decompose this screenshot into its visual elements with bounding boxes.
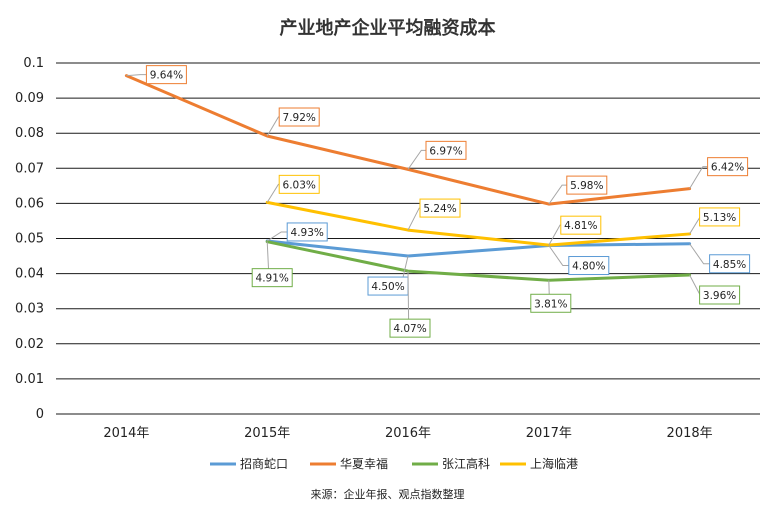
data-label: 6.97% bbox=[407, 140, 467, 170]
legend-item: 招商蛇口 bbox=[210, 456, 288, 471]
data-labels: 4.93% 4.50% 4.80% 4.85% 9.64% 7.92% 6.97% 5.98%… bbox=[126, 65, 751, 338]
leader-line bbox=[548, 184, 567, 205]
data-label: 7.92% bbox=[266, 107, 320, 137]
data-label-box bbox=[566, 175, 608, 195]
data-label: 4.07% bbox=[389, 271, 431, 338]
x-axis: 2014年 2015年 2016年 2017年 2018年 bbox=[103, 426, 712, 441]
y-tick-label: 0.06 bbox=[15, 196, 44, 211]
data-label-text: 5.13% bbox=[703, 212, 736, 224]
data-label: 5.98% bbox=[548, 175, 608, 205]
y-tick-label: 0.02 bbox=[15, 337, 44, 352]
data-label: 4.85% bbox=[689, 243, 751, 274]
leader-line bbox=[548, 245, 569, 267]
chart-title: 产业地产企业平均融资成本 bbox=[279, 18, 496, 39]
data-label: 5.13% bbox=[689, 207, 741, 235]
data-label-box bbox=[699, 207, 741, 227]
data-label-text: 3.96% bbox=[703, 290, 736, 302]
data-label-text: 4.50% bbox=[371, 281, 404, 293]
leader-line bbox=[266, 183, 280, 203]
y-tick-label: 0.04 bbox=[15, 267, 44, 282]
data-label-text: 5.24% bbox=[423, 203, 456, 215]
source-note: 来源：企业年报、观点指数整理 bbox=[310, 488, 465, 501]
data-label-box bbox=[278, 174, 320, 194]
legend-item: 华夏幸福 bbox=[310, 456, 388, 471]
leader-line bbox=[126, 74, 147, 77]
data-label-text: 7.92% bbox=[283, 112, 316, 124]
leader-line bbox=[689, 243, 710, 265]
data-label-box bbox=[707, 157, 749, 177]
data-label-text: 9.64% bbox=[150, 70, 183, 82]
data-label: 4.81% bbox=[548, 215, 602, 246]
data-label: 4.93% bbox=[266, 222, 328, 242]
data-label-text: 4.85% bbox=[713, 259, 746, 271]
gridlines bbox=[56, 62, 760, 415]
data-label: 4.50% bbox=[367, 255, 409, 296]
x-tick-label: 2015年 bbox=[244, 426, 290, 441]
legend-label: 华夏幸福 bbox=[340, 456, 388, 471]
legend-item: 张江高科 bbox=[412, 456, 490, 471]
legend: 招商蛇口 华夏幸福 张江高科 上海临港 bbox=[210, 456, 578, 471]
leader-line bbox=[407, 207, 420, 231]
series-line bbox=[265, 239, 692, 258]
leader-line bbox=[689, 274, 701, 296]
legend-label: 招商蛇口 bbox=[240, 456, 288, 471]
y-tick-label: 0.08 bbox=[15, 126, 44, 141]
leader-line bbox=[689, 166, 708, 189]
data-label-box bbox=[278, 107, 320, 127]
data-label: 9.64% bbox=[126, 65, 187, 85]
leader-line bbox=[407, 149, 426, 170]
data-label-box bbox=[251, 268, 293, 288]
y-tick-label: 0.09 bbox=[15, 91, 44, 106]
data-label-text: 4.07% bbox=[393, 323, 426, 335]
data-label: 3.96% bbox=[689, 274, 741, 305]
x-tick-label: 2014年 bbox=[103, 426, 149, 441]
y-axis: 0 0.01 0.02 0.03 0.04 0.05 0.06 0.07 0.08 0.09 0.1 bbox=[15, 56, 44, 422]
data-label-box bbox=[425, 140, 467, 160]
data-label: 3.81% bbox=[530, 280, 572, 313]
y-tick-label: 0.03 bbox=[15, 302, 44, 317]
data-label-text: 6.42% bbox=[711, 162, 744, 174]
x-tick-label: 2018年 bbox=[667, 426, 713, 441]
data-label-text: 5.98% bbox=[570, 180, 603, 192]
data-label-text: 6.97% bbox=[429, 145, 462, 157]
data-label-text: 3.81% bbox=[534, 298, 567, 310]
series-line bbox=[265, 200, 692, 247]
data-label-box bbox=[560, 215, 602, 235]
data-label: 6.42% bbox=[689, 157, 749, 189]
y-tick-label: 0 bbox=[36, 407, 44, 422]
data-label: 4.80% bbox=[548, 245, 610, 276]
x-tick-label: 2016年 bbox=[385, 426, 431, 441]
data-label-text: 4.80% bbox=[572, 261, 605, 273]
data-label-text: 4.93% bbox=[291, 227, 324, 239]
data-label: 4.91% bbox=[251, 241, 293, 288]
data-label-box bbox=[389, 318, 431, 338]
leader-line bbox=[266, 231, 288, 242]
data-label-box bbox=[419, 198, 461, 218]
data-label-box bbox=[286, 222, 328, 242]
data-label-text: 6.03% bbox=[283, 179, 316, 191]
data-label-box bbox=[145, 65, 187, 85]
series-line bbox=[265, 240, 692, 282]
data-label: 5.24% bbox=[407, 198, 461, 231]
y-tick-label: 0.07 bbox=[15, 161, 44, 176]
data-label-box bbox=[530, 293, 572, 313]
data-label-text: 4.81% bbox=[564, 220, 597, 232]
data-label-box bbox=[568, 256, 610, 276]
leader-line bbox=[548, 224, 561, 246]
y-tick-label: 0.1 bbox=[23, 56, 44, 71]
data-label: 6.03% bbox=[266, 174, 320, 203]
x-tick-label: 2017年 bbox=[526, 426, 572, 441]
data-label-box bbox=[699, 285, 741, 305]
leader-line bbox=[689, 216, 701, 235]
data-label-box bbox=[709, 254, 751, 274]
y-tick-label: 0.05 bbox=[15, 232, 44, 247]
legend-item: 上海临港 bbox=[500, 456, 578, 471]
data-label-text: 4.91% bbox=[256, 273, 289, 285]
legend-label: 上海临港 bbox=[530, 456, 578, 471]
legend-label: 张江高科 bbox=[442, 456, 490, 471]
y-tick-label: 0.01 bbox=[15, 372, 44, 387]
